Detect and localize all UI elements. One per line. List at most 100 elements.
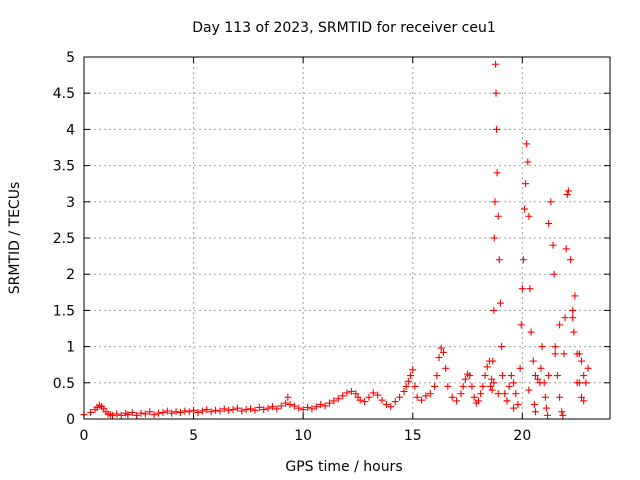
data-point xyxy=(483,363,491,371)
data-point xyxy=(479,382,487,390)
data-point xyxy=(453,397,461,405)
x-axis-label: GPS time / hours xyxy=(285,459,402,475)
data-point xyxy=(404,377,412,385)
data-point xyxy=(525,386,533,394)
data-point xyxy=(343,389,351,397)
data-point xyxy=(356,396,364,404)
data-point xyxy=(523,140,531,148)
data-point xyxy=(488,375,496,383)
data-point xyxy=(522,180,530,188)
data-point xyxy=(468,382,476,390)
data-point xyxy=(494,212,502,220)
data-point xyxy=(400,387,408,395)
data-point xyxy=(563,191,571,199)
data-point xyxy=(444,382,452,390)
data-point xyxy=(264,404,272,412)
data-point xyxy=(490,306,498,314)
data-point xyxy=(396,393,404,401)
data-point xyxy=(492,60,500,68)
y-tick-label: 3 xyxy=(66,195,75,211)
data-point xyxy=(409,366,417,374)
data-point xyxy=(418,396,426,404)
data-point xyxy=(505,382,513,390)
data-point xyxy=(247,405,255,413)
data-point xyxy=(159,408,167,416)
data-point xyxy=(439,348,447,356)
data-point xyxy=(268,403,276,411)
data-point xyxy=(542,404,550,412)
data-point xyxy=(550,270,558,278)
data-point xyxy=(530,401,538,409)
data-point xyxy=(330,397,338,405)
x-tick-label: 10 xyxy=(294,428,312,444)
data-point xyxy=(212,406,219,414)
data-point xyxy=(87,408,95,416)
data-point xyxy=(108,411,116,419)
data-point xyxy=(551,343,559,351)
data-point xyxy=(517,321,525,329)
data-point xyxy=(431,382,439,390)
data-point xyxy=(547,198,555,206)
data-point xyxy=(194,408,202,416)
x-tick-labels: 0 5 10 15 20 xyxy=(80,428,532,444)
data-point xyxy=(146,408,154,416)
data-point xyxy=(251,406,259,414)
data-point xyxy=(255,403,263,411)
data-point xyxy=(488,386,496,394)
y-axis-label: SRMTID / TECUs xyxy=(7,182,23,295)
x-tick-label: 0 xyxy=(80,428,89,444)
data-point xyxy=(510,404,518,412)
data-point xyxy=(411,382,419,390)
data-point xyxy=(387,403,395,411)
data-point xyxy=(560,350,568,358)
data-point xyxy=(527,328,535,336)
x-tick-label: 20 xyxy=(513,428,531,444)
data-point xyxy=(498,343,506,351)
data-point xyxy=(501,390,509,398)
data-point xyxy=(242,406,250,414)
data-point xyxy=(487,382,495,390)
data-point xyxy=(571,292,579,300)
data-point xyxy=(534,375,542,383)
data-point xyxy=(284,393,292,401)
data-point xyxy=(286,401,294,409)
data-point xyxy=(496,299,504,307)
y-tick-label: 0.5 xyxy=(53,376,75,392)
y-tick-label: 1 xyxy=(66,340,75,356)
data-point xyxy=(545,372,553,380)
data-point xyxy=(172,408,180,416)
data-point xyxy=(493,169,501,177)
data-point xyxy=(155,409,163,417)
data-points xyxy=(80,60,592,419)
x-tick-label: 5 xyxy=(189,428,198,444)
data-point xyxy=(207,408,215,416)
data-point xyxy=(163,407,171,415)
data-point xyxy=(584,364,592,372)
data-point xyxy=(507,372,515,380)
data-point xyxy=(391,398,399,406)
data-point xyxy=(567,256,575,264)
data-point xyxy=(198,407,206,415)
data-point xyxy=(541,393,549,401)
y-tick-labels: 0 0.5 1 1.5 2 2.5 3 3.5 4 4.5 5 xyxy=(53,50,75,428)
data-point xyxy=(378,396,386,404)
y-tick-label: 3.5 xyxy=(53,159,75,175)
y-tick-label: 4.5 xyxy=(53,86,75,102)
data-point xyxy=(277,402,285,410)
data-point xyxy=(558,408,566,416)
data-point xyxy=(233,404,241,412)
data-point xyxy=(317,401,325,409)
data-point xyxy=(273,405,281,413)
data-point xyxy=(514,401,522,409)
data-point xyxy=(137,409,145,417)
data-point xyxy=(422,392,430,400)
data-point xyxy=(229,406,237,414)
y-tick-label: 4 xyxy=(66,122,75,138)
data-point xyxy=(402,382,410,390)
data-point xyxy=(503,397,511,405)
data-point xyxy=(117,411,125,419)
data-point xyxy=(556,393,564,401)
data-point xyxy=(475,397,482,405)
data-point xyxy=(176,408,184,416)
data-point xyxy=(564,187,572,195)
